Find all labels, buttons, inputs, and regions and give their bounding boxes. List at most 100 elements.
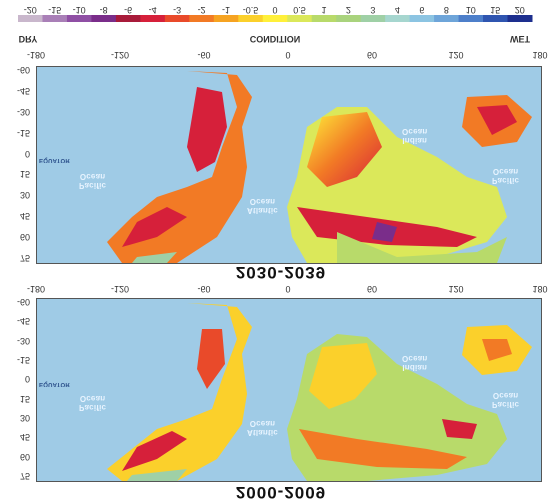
ocean-label-indian: Indian Ocean: [402, 354, 428, 372]
legend-wet-label: WET: [510, 34, 530, 44]
latitude-tick-label: 60: [19, 451, 30, 462]
legend-color-cell: [164, 15, 190, 22]
legend-color-cell: [18, 15, 43, 22]
legend-color-cell: [42, 15, 68, 22]
legend-value-label: -6: [124, 5, 132, 15]
legend-color-cell: [213, 15, 239, 22]
map-graphic: [107, 71, 532, 263]
latitude-tick-label: -30: [16, 106, 30, 117]
longitude-tick-label: -120: [110, 50, 130, 60]
ocean-label-pacific-west: Pacific Ocean: [79, 172, 107, 190]
legend-value-label: -4: [149, 5, 157, 15]
longitude-ticks: -180 -120 -60 0 60 120 180: [6, 50, 548, 66]
equator-label: EQUATOR: [39, 381, 70, 387]
legend-color-cell: [311, 15, 337, 22]
longitude-tick-label: -180: [26, 284, 46, 294]
drought-map-2000-2009: Pacific Ocean Indian Ocean Atlantic Ocea…: [36, 298, 542, 482]
legend-color-cell: [140, 15, 166, 22]
longitude-tick-label: 180: [532, 284, 548, 294]
legend-value-label: -2: [198, 5, 206, 15]
map-panel-2030-2039: -180 -120 -60 0 60 120 180 -60 -45 -30 -15 0 15 30 45…: [6, 44, 548, 282]
latitude-tick-label: -45: [16, 85, 30, 96]
legend-value-label: 10: [466, 5, 476, 15]
legend-value-label: -0.5: [243, 5, 259, 15]
legend-color-cell: [287, 15, 313, 22]
legend-color-cell: [483, 15, 509, 22]
latitude-tick-label: 0: [24, 374, 30, 385]
longitude-tick-label: 60: [366, 50, 378, 60]
legend-value-label: 1: [321, 5, 326, 15]
longitude-tick-label: 120: [448, 284, 464, 294]
period-title-2000-2009: 2000-2009: [235, 483, 327, 502]
latitude-ticks: -60 -45 -30 -15 0 15 30 45 60 75: [6, 297, 36, 481]
ocean-label-pacific-west: Pacific Ocean: [79, 394, 107, 412]
legend-value-label: -3: [173, 5, 181, 15]
equator-label: EQUATOR: [39, 157, 70, 163]
legend-value-label: 0: [272, 5, 277, 15]
latitude-tick-label: 15: [19, 393, 30, 404]
legend-value-label: -1: [222, 5, 230, 15]
legend-value-label: -8: [100, 5, 108, 15]
period-title-2030-2039: 2030-2039: [235, 263, 327, 282]
drought-map-2030-2039: Pacific Ocean Indian Ocean Atlantic Ocea…: [36, 66, 542, 264]
legend-color-cell: [115, 15, 141, 22]
americas-landmass: [107, 303, 252, 481]
legend-value-label: 8: [444, 5, 449, 15]
legend-value-label: -15: [48, 5, 61, 15]
latitude-tick-label: 15: [19, 169, 30, 180]
latitude-tick-label: 0: [24, 148, 30, 159]
legend-value-label: 3: [370, 5, 375, 15]
legend-color-cell: [66, 15, 92, 22]
legend-color-scale: [18, 15, 533, 22]
legend-color-cell: [238, 15, 264, 22]
legend-color-cell: [507, 15, 533, 22]
ocean-label-indian: Indian Ocean: [402, 127, 428, 145]
legend-color-cell: [385, 15, 411, 22]
latitude-tick-label: -60: [16, 65, 30, 75]
ocean-label-atlantic: Atlantic Ocean: [247, 419, 278, 437]
longitude-tick-label: -180: [26, 50, 46, 60]
ocean-label-atlantic: Atlantic Ocean: [247, 197, 278, 215]
longitude-tick-label: 180: [532, 50, 548, 60]
latitude-tick-label: 30: [19, 413, 30, 423]
latitude-tick-label: -30: [16, 335, 30, 346]
latitude-tick-label: -60: [16, 297, 30, 307]
legend-value-labels: -20 -15 -10 -8 -6 -4 -3 -2 -1 -0.5 0 0.5 1 2 3 4 6 8 10 15 2…: [24, 5, 525, 15]
legend-value-label: -20: [24, 5, 37, 15]
legend-value-label: 0.5: [293, 5, 306, 15]
longitude-tick-label: -60: [197, 50, 211, 60]
latitude-tick-label: 45: [19, 211, 30, 222]
latitude-tick-label: 30: [19, 190, 30, 201]
legend-value-label: -10: [73, 5, 86, 15]
longitude-tick-label: -120: [110, 284, 130, 294]
longitude-tick-label: 120: [448, 50, 464, 60]
longitude-tick-label: 0: [285, 284, 291, 294]
latitude-ticks: -60 -45 -30 -15 0 15 30 45 60 75: [6, 65, 36, 263]
latitude-tick-label: -45: [16, 316, 30, 327]
map-panel-2000-2009: -180 -120 -60 0 60 120 180 -60 -45 -30 -15 0 15 30 45…: [6, 282, 548, 503]
legend-value-label: 2: [346, 5, 351, 15]
legend-value-label: 20: [515, 5, 525, 15]
legend-value-label: 6: [419, 5, 424, 15]
legend-color-cell: [336, 15, 362, 22]
latitude-tick-label: 75: [19, 471, 30, 481]
legend-color-cell: [409, 15, 435, 22]
legend-color-cell: [458, 15, 484, 22]
americas-landmass: [107, 71, 252, 263]
map-graphic: [107, 303, 532, 481]
legend-color-cell: [91, 15, 117, 22]
latitude-tick-label: 45: [19, 432, 30, 443]
legend-color-cell: [434, 15, 460, 22]
legend-color-cell: [262, 15, 288, 22]
legend-color-cell: [360, 15, 386, 22]
latitude-tick-label: -15: [16, 355, 30, 365]
ocean-label-pacific: Pacific Ocean: [492, 391, 520, 409]
longitude-tick-label: -60: [197, 284, 211, 294]
longitude-tick-label: 0: [285, 50, 291, 60]
legend-dry-label: DRY: [19, 34, 38, 44]
legend-value-label: 4: [395, 5, 400, 15]
legend: -20 -15 -10 -8 -6 -4 -3 -2 -1 -0.5 0 0.5 1 2 3 4 6 8 10 15 2…: [18, 5, 533, 44]
latitude-tick-label: 60: [19, 232, 30, 243]
ocean-label-pacific: Pacific Ocean: [492, 167, 520, 185]
legend-color-cell: [189, 15, 215, 22]
